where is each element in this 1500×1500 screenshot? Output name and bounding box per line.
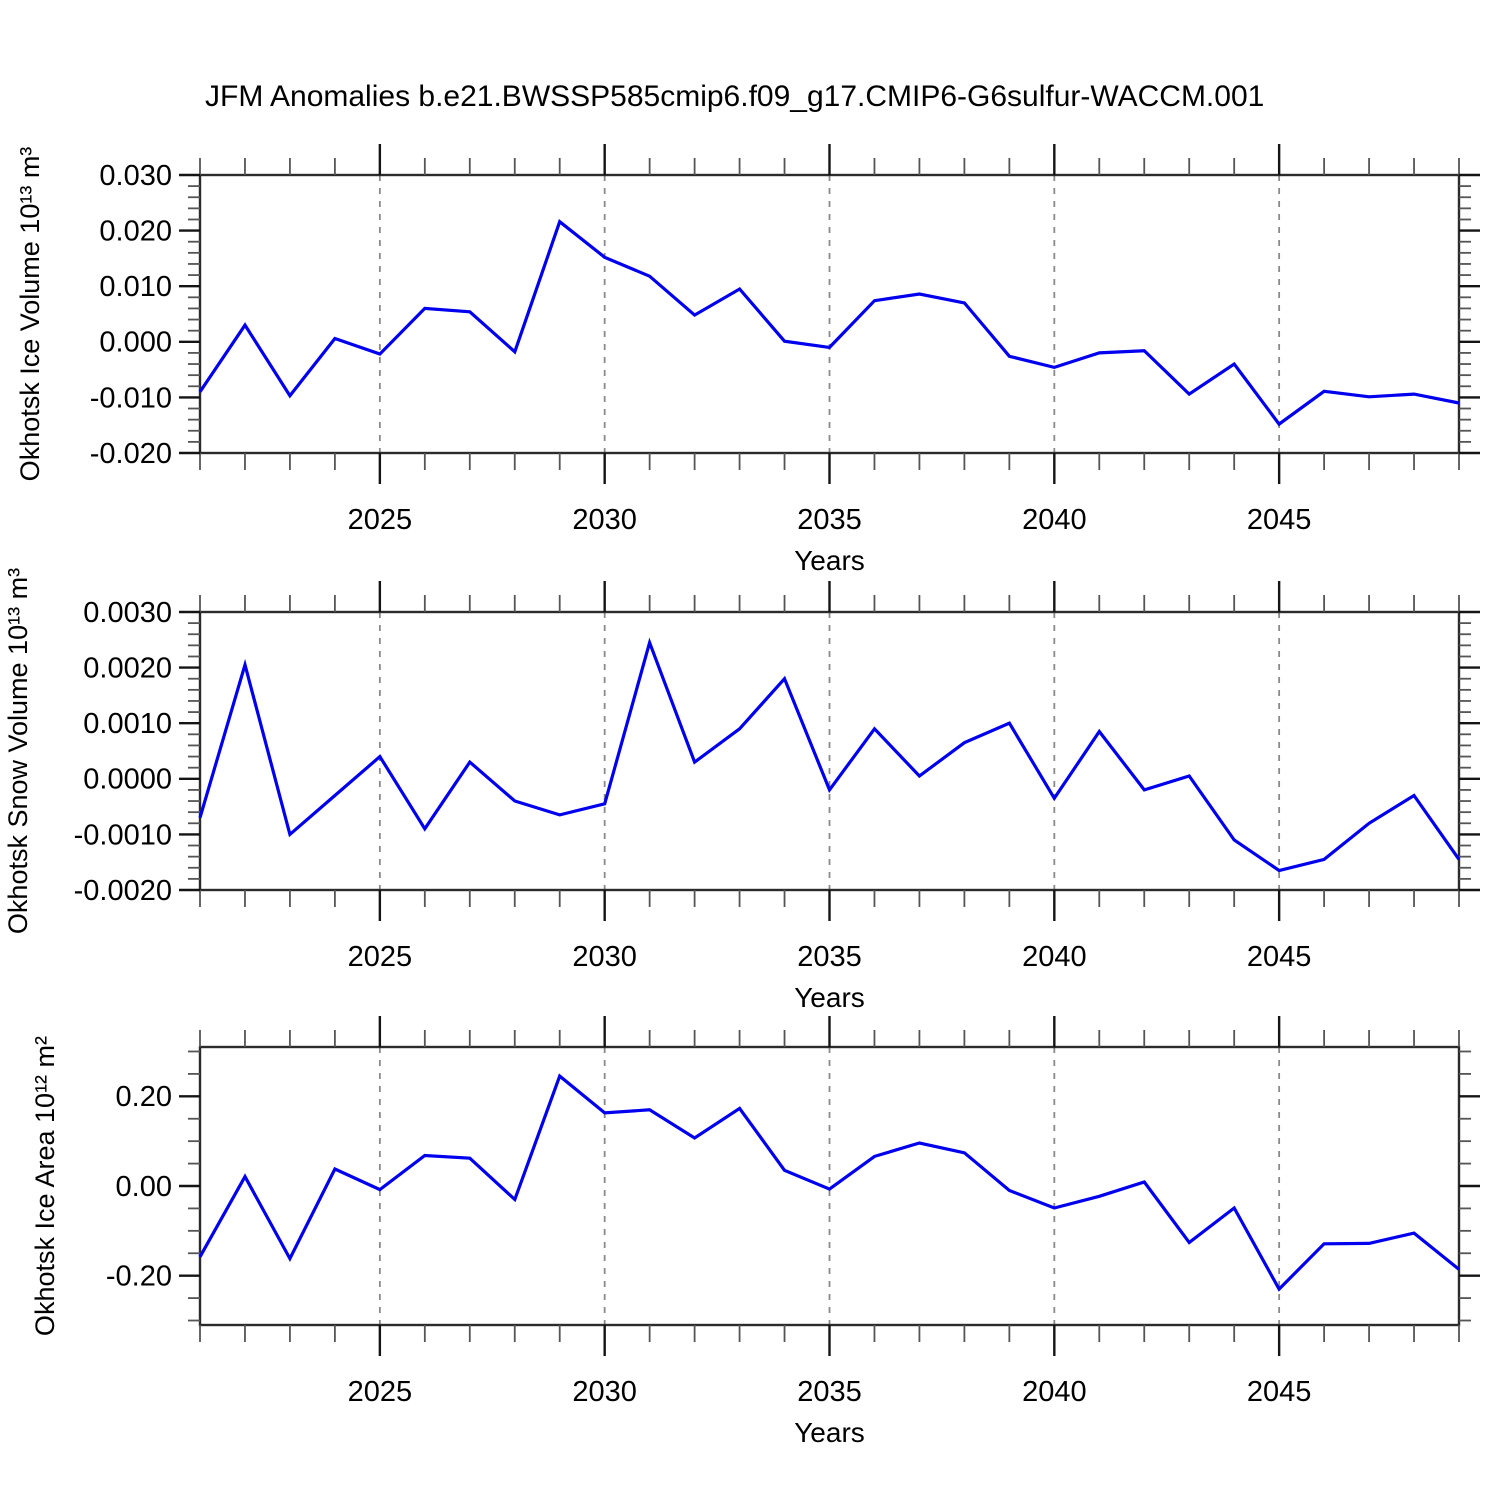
y-tick-label: 0.00 [116, 1171, 172, 1203]
x-tick-label: 2025 [348, 1376, 413, 1408]
x-tick-label: 2045 [1247, 504, 1312, 536]
y-tick-label: 0.030 [99, 160, 172, 192]
y-tick-label: -0.0020 [74, 875, 172, 907]
y-tick-label: 0.0000 [83, 764, 172, 796]
x-axis-title-years-1: Years [794, 545, 865, 576]
x-tick-label: 2035 [797, 504, 862, 536]
x-tick-label: 2040 [1022, 941, 1087, 973]
chart-1: 0.030 0.020 0.010 0.000 -0.010 -0.020 2025 2030… [90, 144, 1480, 536]
chart-3: 0.20 0.00 -0.20 2025 2030 2035 2040 2045 [106, 1016, 1480, 1408]
chart-2: 0.0030 0.0020 0.0010 0.0000 -0.0010 -0.0020 20… [74, 581, 1480, 973]
y-tick-label: 0.000 [99, 327, 172, 359]
y-tick-label: -0.010 [90, 382, 172, 414]
y-tick-label: 0.0010 [83, 708, 172, 740]
x-tick-label: 2025 [348, 504, 413, 536]
x-tick-label: 2045 [1247, 1376, 1312, 1408]
data-line [198, 219, 1460, 427]
y-tick-label: -0.020 [90, 438, 172, 470]
x-tick-label: 2030 [572, 1376, 637, 1408]
data-line [198, 637, 1461, 873]
y-tick-label: -0.20 [106, 1261, 172, 1293]
y-tick-label: 0.20 [116, 1081, 172, 1113]
x-tick-label: 2040 [1022, 504, 1087, 536]
x-tick-label: 2035 [797, 941, 862, 973]
x-axis-title-years-2: Years [794, 982, 865, 1013]
y-tick-label: 0.0020 [83, 652, 172, 684]
y-tick-label: 0.010 [99, 271, 172, 303]
x-tick-label: 2040 [1022, 1376, 1087, 1408]
x-tick-label: 2025 [348, 941, 413, 973]
x-tick-label: 2030 [572, 504, 637, 536]
y-tick-label: -0.0010 [74, 819, 172, 851]
x-tick-label: 2045 [1247, 941, 1312, 973]
x-tick-label: 2030 [572, 941, 637, 973]
y-tick-label: 0.020 [99, 215, 172, 247]
y-tick-label: 0.0030 [83, 597, 172, 629]
x-tick-label: 2035 [797, 1376, 862, 1408]
figure-title: JFM Anomalies b.e21.BWSSP585cmip6.f09_g1… [205, 80, 1265, 113]
x-axis-title-years-3: Years [794, 1417, 865, 1448]
y-axis-title-ice-area: Okhotsk Ice Area 10¹² m² [30, 1035, 60, 1337]
data-line [198, 1073, 1461, 1292]
